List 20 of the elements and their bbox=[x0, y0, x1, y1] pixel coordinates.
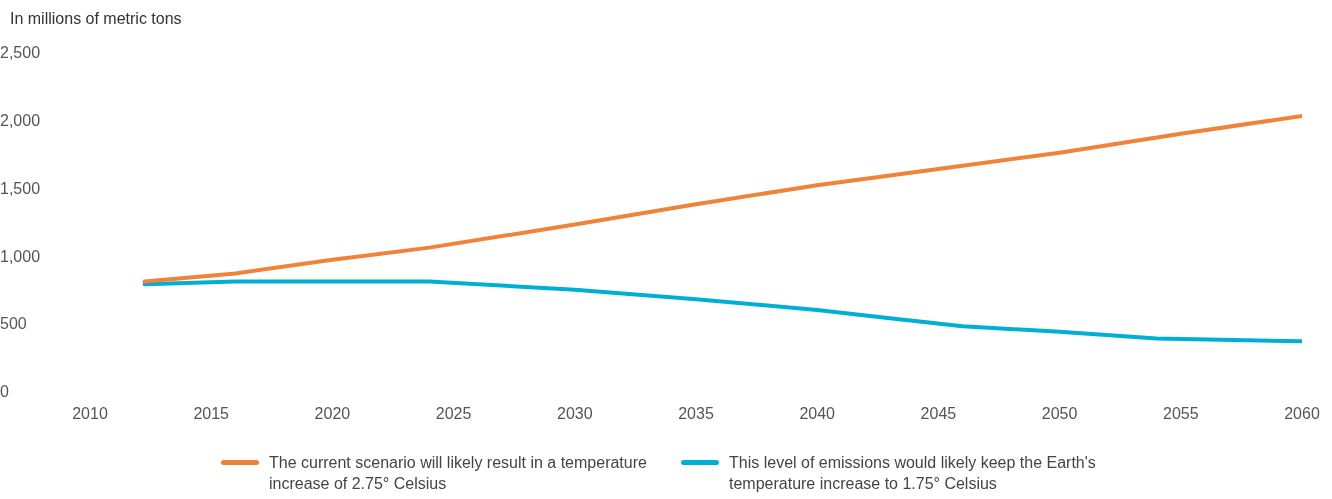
x-tick-label: 2010 bbox=[72, 404, 108, 422]
y-tick-label: 500 bbox=[0, 315, 27, 333]
x-tick-label: 2035 bbox=[678, 404, 714, 422]
x-tick-label: 2030 bbox=[557, 404, 593, 422]
legend-label: This level of emissions would likely keep the Earth's temperature increase to 1.75° Celsius bbox=[729, 453, 1097, 494]
y-tick-label: 2,500 bbox=[0, 44, 41, 62]
y-tick-label: 0 bbox=[0, 383, 9, 401]
x-tick-label: 2020 bbox=[314, 404, 351, 422]
x-tick-label: 2060 bbox=[1284, 404, 1320, 422]
x-tick-label: 2040 bbox=[799, 404, 836, 422]
legend-label: The current scenario will likely result in a temperature increase of 2.75° Celsius bbox=[269, 453, 648, 494]
y-axis-title: In millions of metric tons bbox=[10, 10, 182, 28]
x-tick-label: 2050 bbox=[1041, 404, 1078, 422]
y-tick-label: 1,000 bbox=[0, 247, 41, 265]
y-tick-label: 2,000 bbox=[0, 111, 41, 129]
x-tick-label: 2015 bbox=[193, 404, 230, 422]
x-tick-label: 2025 bbox=[435, 404, 472, 422]
y-tick-label: 1,500 bbox=[0, 179, 41, 197]
x-tick-label: 2055 bbox=[1163, 404, 1199, 422]
x-tick-label: 2045 bbox=[920, 404, 957, 422]
